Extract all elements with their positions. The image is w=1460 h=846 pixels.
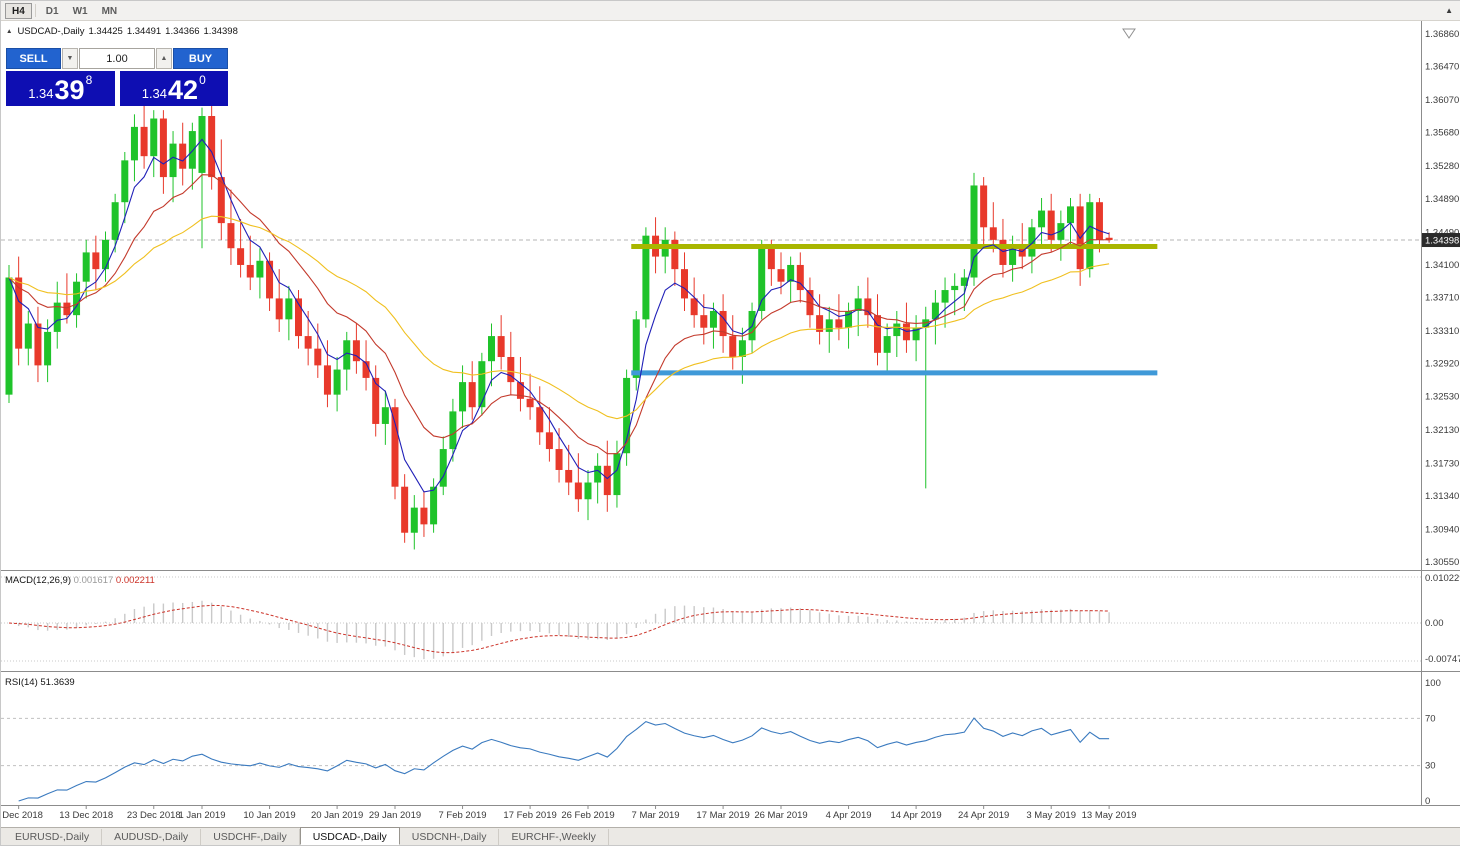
svg-text:0: 0 bbox=[1425, 796, 1430, 807]
svg-text:1.31730: 1.31730 bbox=[1425, 458, 1459, 469]
ask-price-pipette: 0 bbox=[199, 73, 206, 87]
ohlc-close-value: 1.34398 bbox=[203, 26, 238, 37]
svg-text:1.34398: 1.34398 bbox=[1425, 236, 1459, 247]
chevron-up-icon[interactable]: ▲ bbox=[1445, 6, 1453, 15]
volume-input[interactable] bbox=[79, 48, 155, 69]
svg-text:10 Jan 2019: 10 Jan 2019 bbox=[243, 810, 295, 821]
svg-text:1.34490: 1.34490 bbox=[1425, 227, 1459, 238]
tab-usdchf-daily[interactable]: USDCHF-,Daily bbox=[201, 829, 300, 845]
tab-usdcad-daily[interactable]: USDCAD-,Daily bbox=[299, 827, 400, 845]
svg-text:1.34100: 1.34100 bbox=[1425, 260, 1459, 271]
svg-text:24 Apr 2019: 24 Apr 2019 bbox=[958, 810, 1009, 821]
svg-text:26 Mar 2019: 26 Mar 2019 bbox=[754, 810, 807, 821]
ask-price-display[interactable]: 1.34 42 0 bbox=[119, 71, 228, 106]
volume-decrease-icon[interactable]: ▼ bbox=[62, 48, 78, 69]
tab-eurusd-daily[interactable]: EURUSD-,Daily bbox=[3, 829, 103, 845]
svg-text:0.00: 0.00 bbox=[1425, 618, 1444, 629]
svg-text:1 Jan 2019: 1 Jan 2019 bbox=[178, 810, 225, 821]
svg-text:17 Mar 2019: 17 Mar 2019 bbox=[696, 810, 749, 821]
svg-text:1.34890: 1.34890 bbox=[1425, 194, 1459, 205]
svg-text:4 Apr 2019: 4 Apr 2019 bbox=[826, 810, 872, 821]
svg-text:7 Mar 2019: 7 Mar 2019 bbox=[632, 810, 680, 821]
svg-text:0.0102290: 0.0102290 bbox=[1425, 573, 1460, 584]
sell-button[interactable]: SELL bbox=[6, 48, 61, 69]
chart-symbol-period: USDCAD-,Daily bbox=[17, 26, 85, 37]
svg-text:29 Jan 2019: 29 Jan 2019 bbox=[369, 810, 421, 821]
ohlc-high-value: 1.34491 bbox=[126, 26, 162, 37]
autoscroll-marker-icon bbox=[1122, 28, 1136, 39]
svg-text:1.36470: 1.36470 bbox=[1425, 62, 1459, 73]
trade-prices-row: 1.34 39 8 1.34 42 0 bbox=[6, 71, 228, 106]
svg-text:4 Dec 2018: 4 Dec 2018 bbox=[1, 810, 43, 821]
svg-text:100: 100 bbox=[1425, 678, 1441, 689]
timeframe-mn-button[interactable]: MN bbox=[101, 5, 118, 17]
svg-text:1.31340: 1.31340 bbox=[1425, 491, 1459, 502]
toolbar-separator bbox=[34, 4, 36, 17]
chart-header: ▲ USDCAD-,Daily 1.34425 1.34491 1.34366 … bbox=[6, 26, 238, 37]
main-price-panel bbox=[1, 28, 1421, 550]
svg-text:23 Dec 2018: 23 Dec 2018 bbox=[127, 810, 181, 821]
svg-text:7 Feb 2019: 7 Feb 2019 bbox=[439, 810, 487, 821]
rsi-panel: RSI(14) 51.3639 100 70 30 0 bbox=[1, 677, 1441, 807]
svg-text:1.35680: 1.35680 bbox=[1425, 128, 1459, 139]
tab-eurchf-weekly[interactable]: EURCHF-,Weekly bbox=[499, 829, 609, 845]
chart-region: 1.36860 1.36470 1.36070 1.35680 1.35280 1.348… bbox=[0, 21, 1460, 829]
ask-price-prefix: 1.34 bbox=[141, 86, 168, 101]
svg-text:26 Feb 2019: 26 Feb 2019 bbox=[561, 810, 614, 821]
svg-text:1.35280: 1.35280 bbox=[1425, 161, 1459, 172]
svg-text:1.33710: 1.33710 bbox=[1425, 293, 1459, 304]
collapse-panel-icon[interactable]: ▲ bbox=[6, 28, 13, 35]
svg-text:-0.0074770: -0.0074770 bbox=[1425, 654, 1460, 665]
svg-text:1.32920: 1.32920 bbox=[1425, 359, 1459, 370]
price-chart-canvas[interactable]: 1.368601.364701.360701.356801.352801.348… bbox=[0, 21, 1460, 829]
macd-panel: MACD(12,26,9) 0.001617 0.002211 0.0102290… bbox=[1, 573, 1460, 665]
svg-text:30: 30 bbox=[1425, 761, 1436, 772]
macd-label: MACD(12,26,9) 0.001617 0.002211 bbox=[5, 575, 155, 586]
trade-controls-row: SELL ▼ ▲ BUY bbox=[6, 48, 228, 69]
bid-price-prefix: 1.34 bbox=[28, 86, 54, 101]
ask-price-big-digits: 42 bbox=[168, 75, 199, 105]
svg-text:1.30940: 1.30940 bbox=[1425, 524, 1459, 535]
ohlc-open-value: 1.34425 bbox=[88, 26, 123, 37]
svg-text:1.33310: 1.33310 bbox=[1425, 326, 1459, 337]
timeframe-d1-button[interactable]: D1 bbox=[45, 5, 59, 17]
ohlc-low-value: 1.34366 bbox=[165, 26, 200, 37]
bid-price-big-digits: 39 bbox=[54, 75, 85, 105]
svg-text:1.30550: 1.30550 bbox=[1425, 557, 1459, 568]
svg-text:13 Dec 2018: 13 Dec 2018 bbox=[59, 810, 113, 821]
rsi-label: RSI(14) 51.3639 bbox=[5, 677, 75, 688]
timeframe-toolbar: H4 D1 W1 MN ▲ bbox=[1, 1, 1460, 21]
svg-text:3 May 2019: 3 May 2019 bbox=[1026, 810, 1076, 821]
svg-text:17 Feb 2019: 17 Feb 2019 bbox=[503, 810, 556, 821]
panel-separators bbox=[1, 21, 1460, 806]
timeframe-w1-button[interactable]: W1 bbox=[72, 5, 88, 17]
svg-text:20 Jan 2019: 20 Jan 2019 bbox=[311, 810, 363, 821]
tab-usdcnh-daily[interactable]: USDCNH-,Daily bbox=[400, 829, 500, 845]
svg-text:1.36070: 1.36070 bbox=[1425, 95, 1459, 106]
svg-text:13 May 2019: 13 May 2019 bbox=[1082, 810, 1137, 821]
svg-text:70: 70 bbox=[1425, 713, 1436, 724]
chart-tabs-bar: EURUSD-,Daily AUDUSD-,Daily USDCHF-,Dail… bbox=[1, 827, 1460, 845]
buy-button[interactable]: BUY bbox=[173, 48, 228, 69]
bid-price-display[interactable]: 1.34 39 8 bbox=[6, 71, 115, 106]
bid-price-pipette: 8 bbox=[85, 73, 93, 87]
svg-text:1.36860: 1.36860 bbox=[1425, 29, 1459, 40]
svg-text:1.32130: 1.32130 bbox=[1425, 425, 1459, 436]
timeframe-h4-button[interactable]: H4 bbox=[5, 2, 32, 19]
price-axis: 1.36860 1.36470 1.36070 1.35680 1.35280 1.348… bbox=[1422, 29, 1460, 568]
tab-audusd-daily[interactable]: AUDUSD-,Daily bbox=[102, 829, 202, 845]
svg-text:1.32530: 1.32530 bbox=[1425, 391, 1459, 402]
svg-text:14 Apr 2019: 14 Apr 2019 bbox=[890, 810, 941, 821]
volume-increase-icon[interactable]: ▲ bbox=[156, 48, 172, 69]
